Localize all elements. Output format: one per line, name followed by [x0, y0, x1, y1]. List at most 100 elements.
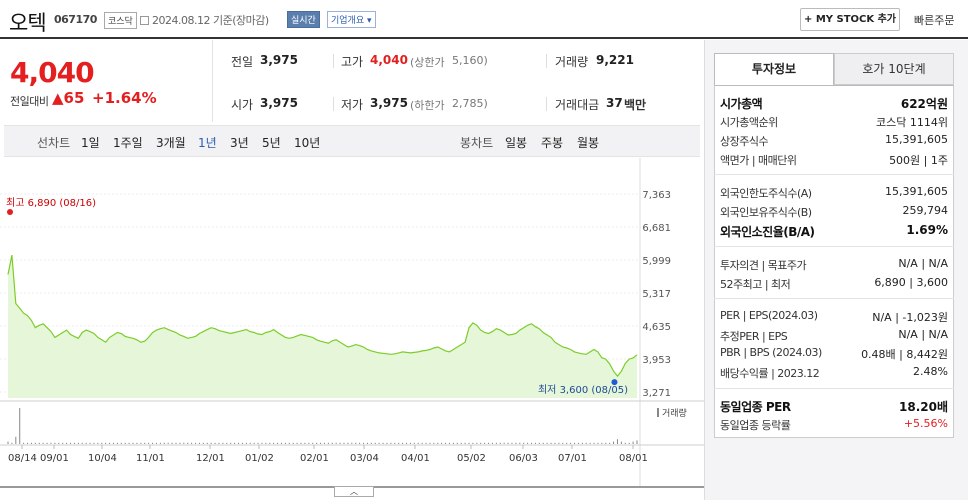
- market-badge: 코스닥: [104, 12, 137, 29]
- realtime-button[interactable]: 실시간: [287, 11, 320, 28]
- info-value: N/A | N/A: [898, 328, 948, 341]
- volume-bar: [425, 442, 427, 444]
- open-label: 시가: [231, 98, 254, 112]
- volume-bar: [577, 442, 579, 444]
- volume-bar: [62, 442, 64, 444]
- info-row: 시가총액 622억원: [720, 95, 948, 113]
- info-label: 시가총액: [720, 97, 763, 111]
- tab-1y[interactable]: 1년: [198, 136, 217, 150]
- volume-bar: [613, 441, 615, 444]
- volume-bar: [554, 442, 556, 444]
- volume-bar: [101, 442, 103, 444]
- volume-bar: [417, 442, 419, 444]
- collapse-button[interactable]: ︿: [334, 486, 374, 497]
- current-price: 4,040: [10, 56, 95, 89]
- my-stock-add-button[interactable]: + MY STOCK 추가: [800, 8, 900, 31]
- volume-bar: [46, 442, 48, 444]
- volume-bar: [632, 441, 634, 444]
- x-tick-label: 11/01: [136, 453, 165, 464]
- volume-bar: [515, 442, 517, 444]
- volume-bar: [191, 442, 193, 444]
- volume-bar: [546, 442, 548, 444]
- volume-bar: [507, 442, 509, 444]
- volume-bar: [351, 442, 353, 444]
- quick-order-link[interactable]: 빠른주문: [914, 14, 955, 27]
- volume-bar: [175, 442, 177, 444]
- volume-bar: [109, 442, 111, 444]
- tab-weekly[interactable]: 주봉: [541, 136, 564, 150]
- volume-bar: [531, 442, 533, 444]
- volume-bar: [636, 440, 638, 444]
- volume-bar: [585, 442, 587, 444]
- tab-order-book[interactable]: 호가 10단계: [834, 53, 954, 85]
- volume-bar: [355, 442, 357, 444]
- volume-bar: [132, 442, 134, 444]
- volume-bar: [386, 442, 388, 444]
- volume-bar: [27, 442, 29, 444]
- volume-bar: [85, 442, 87, 444]
- info-label: 액면가 | 매매단위: [720, 154, 797, 167]
- volume-bar: [484, 442, 486, 444]
- tab-3m[interactable]: 3개월: [156, 136, 186, 150]
- volume-bar: [488, 442, 490, 444]
- volume-bar: [222, 442, 224, 444]
- quote-date-text: 2024.08.12 기준(장마감): [152, 14, 269, 27]
- volume-bar: [480, 442, 482, 444]
- volume-bar: [296, 442, 298, 444]
- volume-bar: [343, 442, 345, 444]
- volume-bar: [171, 442, 173, 444]
- change-label: 전일대비: [10, 95, 49, 108]
- price-area: [8, 255, 637, 398]
- info-row: 52주최고 | 최저 6,890 | 3,600: [720, 276, 948, 294]
- calendar-icon: [140, 16, 149, 25]
- info-row: 액면가 | 매매단위 500원 | 1주: [720, 152, 948, 170]
- company-overview-dropdown[interactable]: 기업개요 ▾: [327, 11, 376, 28]
- amount-value: 37: [606, 96, 623, 110]
- volume-bar: [573, 442, 575, 444]
- volume-legend-swatch: [657, 408, 659, 417]
- volume-bar: [300, 442, 302, 444]
- volume-bar: [124, 442, 126, 444]
- volume-bar: [105, 442, 107, 444]
- up-triangle-icon: ▲: [52, 89, 64, 107]
- tab-3y[interactable]: 3년: [230, 136, 249, 150]
- x-tick-label: 12/01: [196, 453, 225, 464]
- tab-1d[interactable]: 1일: [81, 136, 100, 150]
- volume-bar: [335, 442, 337, 444]
- volume-bar: [398, 442, 400, 444]
- cell-divider: [546, 97, 547, 111]
- y-tick-label: 5,999: [642, 256, 671, 267]
- volume-bar: [214, 442, 216, 444]
- info-row: 동일업종 PER 18.20배: [720, 398, 948, 416]
- volume-bar: [97, 442, 99, 444]
- tab-1w[interactable]: 1주일: [113, 136, 143, 150]
- volume-bar: [187, 442, 189, 444]
- prev-close-label: 전일: [231, 55, 254, 69]
- volume-bar: [19, 408, 21, 444]
- volume-bar: [581, 442, 583, 444]
- tab-5y[interactable]: 5년: [262, 136, 281, 150]
- tab-daily[interactable]: 일봉: [505, 136, 528, 150]
- header-divider: [0, 37, 968, 39]
- tab-investment-info[interactable]: 투자정보: [714, 53, 834, 85]
- volume-bar: [288, 442, 290, 444]
- info-label: 시가총액순위: [720, 116, 778, 129]
- tab-monthly[interactable]: 월봉: [577, 136, 600, 150]
- volume-bar: [15, 436, 17, 444]
- volume-bar: [503, 442, 505, 444]
- amount-unit: 백만: [624, 98, 647, 112]
- info-label: 동일업종 PER: [720, 400, 791, 414]
- info-value: 500원 | 1주: [889, 154, 948, 167]
- volume-bar: [437, 442, 439, 444]
- volume-bar: [241, 442, 243, 444]
- tab-10y[interactable]: 10년: [294, 136, 321, 150]
- info-divider: [714, 388, 954, 389]
- change-value: ▲65: [52, 89, 84, 107]
- chevron-up-icon: ︿: [350, 487, 358, 496]
- price-chart: 7,363 6,681 5,999 5,317 4,635 3,953 3,271 최고 6,…: [0, 158, 704, 486]
- volume-bar: [452, 442, 454, 444]
- volume-bar: [253, 442, 255, 444]
- volume-bar: [167, 442, 169, 444]
- high-label: 고가: [341, 55, 364, 69]
- info-value: 0.48배 | 8,442원: [861, 348, 948, 361]
